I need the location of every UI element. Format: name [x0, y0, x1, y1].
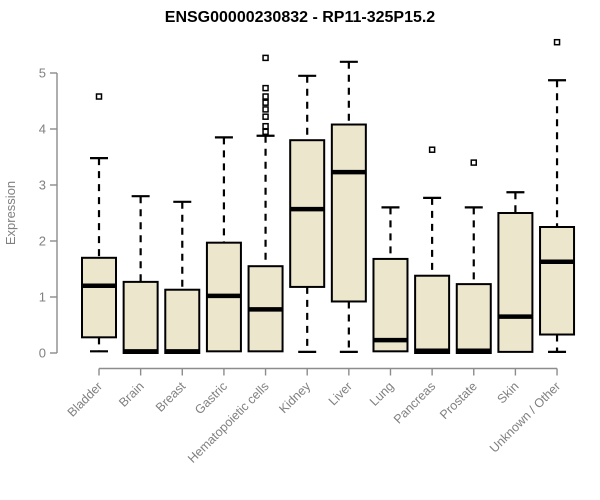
- box: [455, 283, 492, 354]
- outlier-point: [262, 113, 269, 120]
- y-tick-label: 2: [39, 234, 46, 249]
- y-tick-label: 4: [39, 122, 46, 137]
- x-category-label: Hematopoietic cells: [185, 379, 272, 466]
- box: [330, 123, 367, 303]
- outlier-point: [428, 146, 436, 153]
- chart-title: ENSG00000230832 - RP11-325P15.2: [164, 9, 436, 26]
- x-category-label: Skin: [494, 379, 521, 406]
- outlier-point: [262, 54, 269, 62]
- outlier-point: [95, 93, 103, 100]
- box: [81, 256, 117, 339]
- box: [497, 212, 534, 353]
- y-tick-label: 0: [39, 346, 46, 361]
- outlier-point: [553, 38, 561, 46]
- x-category-label: Kidney: [276, 379, 313, 416]
- y-tick-label: 5: [39, 66, 46, 81]
- x-category-label: Pancreas: [391, 379, 438, 426]
- x-category-label: Gastric: [192, 379, 230, 417]
- x-category-label: Liver: [326, 379, 355, 408]
- box: [289, 139, 326, 288]
- box: [372, 257, 409, 353]
- box: [414, 274, 451, 354]
- box: [164, 288, 201, 354]
- outlier-point: [262, 106, 269, 113]
- x-category-label: Unknown / Other: [487, 379, 563, 455]
- x-category-label: Breast: [153, 379, 189, 415]
- y-tick-label: 1: [39, 290, 46, 305]
- outlier-point: [262, 84, 269, 92]
- outlier-point: [262, 128, 269, 136]
- y-tick-label: 3: [39, 178, 46, 193]
- x-category-label: Bladder: [65, 379, 105, 419]
- y-axis-title: Expression: [3, 181, 18, 245]
- outlier-point: [470, 159, 478, 166]
- outlier-point: [262, 122, 269, 130]
- x-category-label: Brain: [116, 379, 147, 410]
- outlier-point: [262, 93, 269, 100]
- outlier-point: [262, 99, 269, 106]
- x-category-label: Prostate: [437, 379, 480, 422]
- box: [122, 280, 159, 355]
- box: [539, 226, 576, 336]
- x-category-label: Lung: [367, 379, 397, 409]
